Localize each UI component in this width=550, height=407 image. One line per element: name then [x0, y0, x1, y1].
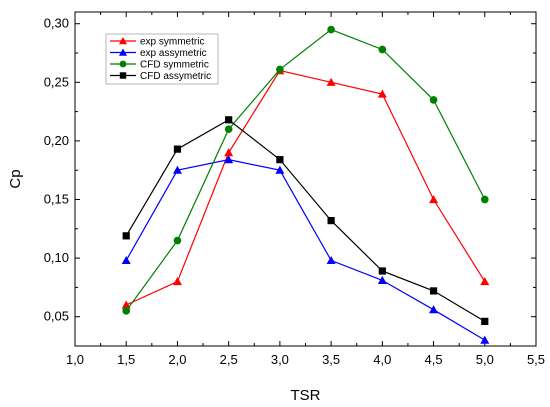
data-point — [327, 25, 335, 34]
y-axis-ticks: 0,05 0,10 0,15 0,20 0,25 0,30 — [44, 16, 536, 347]
legend-label: exp assymetric — [140, 48, 207, 59]
data-point — [429, 96, 438, 104]
data-point — [172, 165, 182, 174]
x-tick-label: 2,0 — [168, 352, 186, 367]
x-tick-label: 2,5 — [220, 352, 238, 367]
x-tick-label: 1,0 — [66, 352, 84, 367]
data-point — [378, 267, 386, 275]
data-point — [480, 335, 490, 344]
y-tick-label: 0,30 — [44, 16, 69, 31]
data-point — [429, 195, 439, 204]
data-point — [327, 217, 335, 225]
data-point — [121, 300, 131, 309]
data-point — [480, 195, 489, 204]
x-tick-label: 5,5 — [527, 352, 545, 367]
data-point — [224, 155, 234, 164]
series-line — [125, 69, 486, 306]
data-point — [276, 65, 284, 74]
series-line — [125, 119, 486, 322]
x-tick-label: 3,5 — [322, 352, 340, 367]
x-tick-label: 4,5 — [425, 352, 443, 367]
data-point — [276, 156, 284, 164]
series-cfd-assymetric — [122, 116, 489, 325]
data-point — [377, 275, 387, 284]
x-axis-ticks: 1,0 1,5 2,0 2,5 3,0 3,5 4,0 4,5 5,0 5,5 — [66, 12, 545, 367]
legend-label: CFD assymetric — [140, 71, 211, 82]
legend-label: CFD symmetric — [140, 60, 209, 71]
data-point — [480, 277, 490, 286]
x-tick-label: 4,0 — [373, 352, 391, 367]
series-exp-assymetric — [121, 155, 490, 344]
data-point — [481, 317, 489, 325]
data-point — [275, 165, 285, 174]
data-point — [173, 236, 182, 245]
y-tick-label: 0,10 — [44, 250, 69, 265]
y-axis-label: Cp — [7, 169, 24, 188]
legend-entry: CFD assymetric — [110, 71, 211, 82]
y-tick-label: 0,15 — [44, 192, 69, 207]
y-tick-label: 0,25 — [44, 74, 69, 89]
x-axis-label: TSR — [291, 387, 321, 404]
legend-marker — [119, 37, 127, 45]
series-line — [125, 28, 486, 312]
series-line — [125, 159, 486, 341]
legend-entry: exp symmetric — [110, 37, 204, 48]
data-point — [377, 89, 387, 98]
data-point — [122, 232, 130, 240]
data-point — [121, 255, 131, 265]
x-tick-label: 3,0 — [271, 352, 289, 367]
y-tick-label: 0,05 — [44, 309, 69, 324]
data-point — [326, 77, 336, 86]
data-point — [173, 145, 182, 153]
x-tick-label: 1,5 — [117, 352, 135, 367]
legend-marker — [119, 60, 127, 68]
data-point — [429, 305, 439, 314]
x-tick-label: 5,0 — [476, 352, 494, 367]
legend-marker — [119, 48, 127, 56]
data-point — [326, 255, 336, 265]
series-layer — [121, 25, 490, 344]
data-point — [429, 287, 438, 295]
legend-label: exp symmetric — [140, 37, 204, 48]
data-point — [378, 45, 387, 54]
legend-entry: CFD symmetric — [110, 60, 209, 71]
series-cfd-symmetric — [122, 25, 489, 315]
data-point — [224, 125, 233, 134]
data-point — [172, 277, 182, 286]
data-point — [225, 116, 233, 124]
y-tick-label: 0,20 — [44, 133, 69, 148]
legend-entry: exp assymetric — [110, 48, 207, 59]
legend-marker — [119, 72, 127, 79]
data-point — [224, 148, 234, 157]
data-point — [122, 307, 131, 315]
